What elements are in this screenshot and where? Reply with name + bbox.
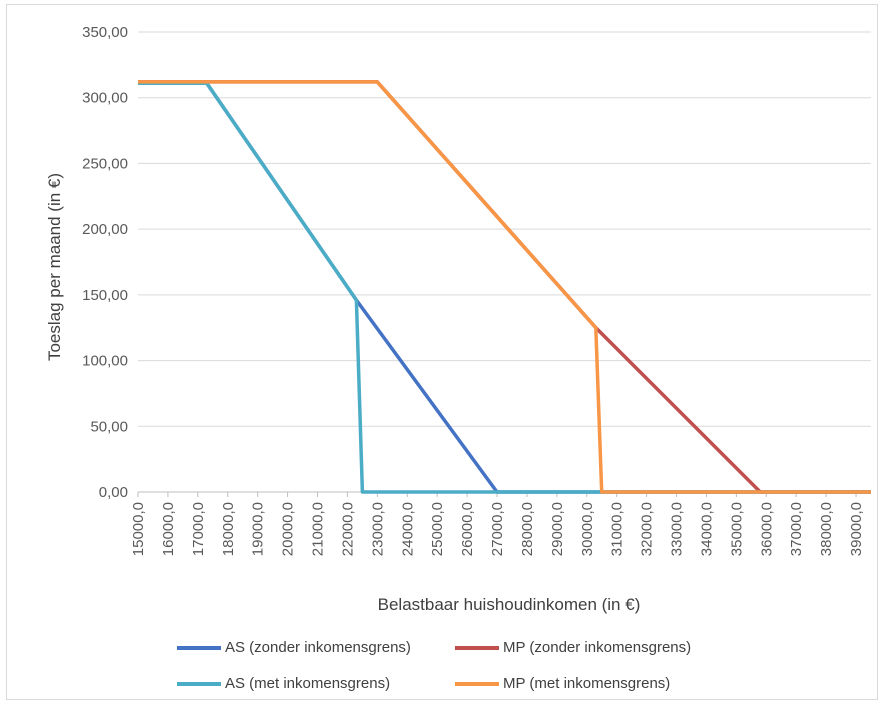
x-tick-label: 21000,0 <box>310 502 327 556</box>
legend-item-as-zonder: AS (zonder inkomensgrens) <box>177 639 411 656</box>
legend-swatch <box>177 646 221 650</box>
y-axis-tick-labels: 0,00 50,00 100,00 150,00 200,00 250,00 300,00 3… <box>82 24 128 501</box>
legend-label: MP (met inkomensgrens) <box>503 675 670 692</box>
y-tick-label: 100,00 <box>82 353 128 370</box>
x-tick-label: 26000,0 <box>459 502 476 556</box>
x-tick-label: 17000,0 <box>190 502 207 556</box>
x-tick-label: 32000,0 <box>639 502 656 556</box>
y-tick-label: 300,00 <box>82 90 128 107</box>
y-tick-label: 0,00 <box>99 484 128 501</box>
x-tick-label: 25000,0 <box>429 502 446 556</box>
series-line-3 <box>138 83 871 492</box>
y-tick-label: 250,00 <box>82 155 128 172</box>
gridlines <box>138 32 871 492</box>
x-tick-label: 31000,0 <box>609 502 626 556</box>
legend-swatch <box>177 682 221 686</box>
x-tick-label: 37000,0 <box>788 502 805 556</box>
x-axis-tick-labels: 15000,0 16000,0 17000,0 18000,0 19000,0 20000… <box>130 492 865 556</box>
legend-item-mp-met: MP (met inkomensgrens) <box>455 675 670 692</box>
legend-item-mp-zonder: MP (zonder inkomensgrens) <box>455 639 691 656</box>
legend-item-as-met: AS (met inkomensgrens) <box>177 675 390 692</box>
x-tick-label: 30000,0 <box>579 502 596 556</box>
legend-label: AS (zonder inkomensgrens) <box>225 639 411 656</box>
y-tick-label: 350,00 <box>82 24 128 41</box>
series-lines <box>138 82 871 492</box>
x-tick-label: 16000,0 <box>160 502 177 556</box>
x-tick-label: 20000,0 <box>280 502 297 556</box>
x-tick-label: 18000,0 <box>220 502 237 556</box>
y-tick-label: 50,00 <box>90 418 128 435</box>
x-tick-label: 22000,0 <box>339 502 356 556</box>
x-tick-label: 27000,0 <box>489 502 506 556</box>
x-tick-label: 23000,0 <box>369 502 386 556</box>
x-tick-label: 34000,0 <box>698 502 715 556</box>
y-axis-title: Toeslag per maand (in €) <box>45 173 65 361</box>
x-axis-title: Belastbaar huishoudinkomen (in €) <box>378 595 641 615</box>
y-tick-label: 200,00 <box>82 221 128 238</box>
x-tick-label: 29000,0 <box>549 502 566 556</box>
legend-label: MP (zonder inkomensgrens) <box>503 639 691 656</box>
x-tick-label: 19000,0 <box>250 502 267 556</box>
x-tick-label: 33000,0 <box>669 502 686 556</box>
x-tick-label: 15000,0 <box>130 502 147 556</box>
legend-label: AS (met inkomensgrens) <box>225 675 390 692</box>
x-tick-label: 28000,0 <box>519 502 536 556</box>
x-tick-label: 36000,0 <box>758 502 775 556</box>
legend-swatch <box>455 646 499 650</box>
chart-frame: 0,00 50,00 100,00 150,00 200,00 250,00 300,00 3… <box>6 4 878 700</box>
y-tick-label: 150,00 <box>82 287 128 304</box>
x-tick-label: 38000,0 <box>818 502 835 556</box>
x-tick-label: 39000,0 <box>848 502 865 556</box>
x-tick-label: 24000,0 <box>399 502 416 556</box>
legend-swatch <box>455 682 499 686</box>
x-tick-label: 35000,0 <box>728 502 745 556</box>
